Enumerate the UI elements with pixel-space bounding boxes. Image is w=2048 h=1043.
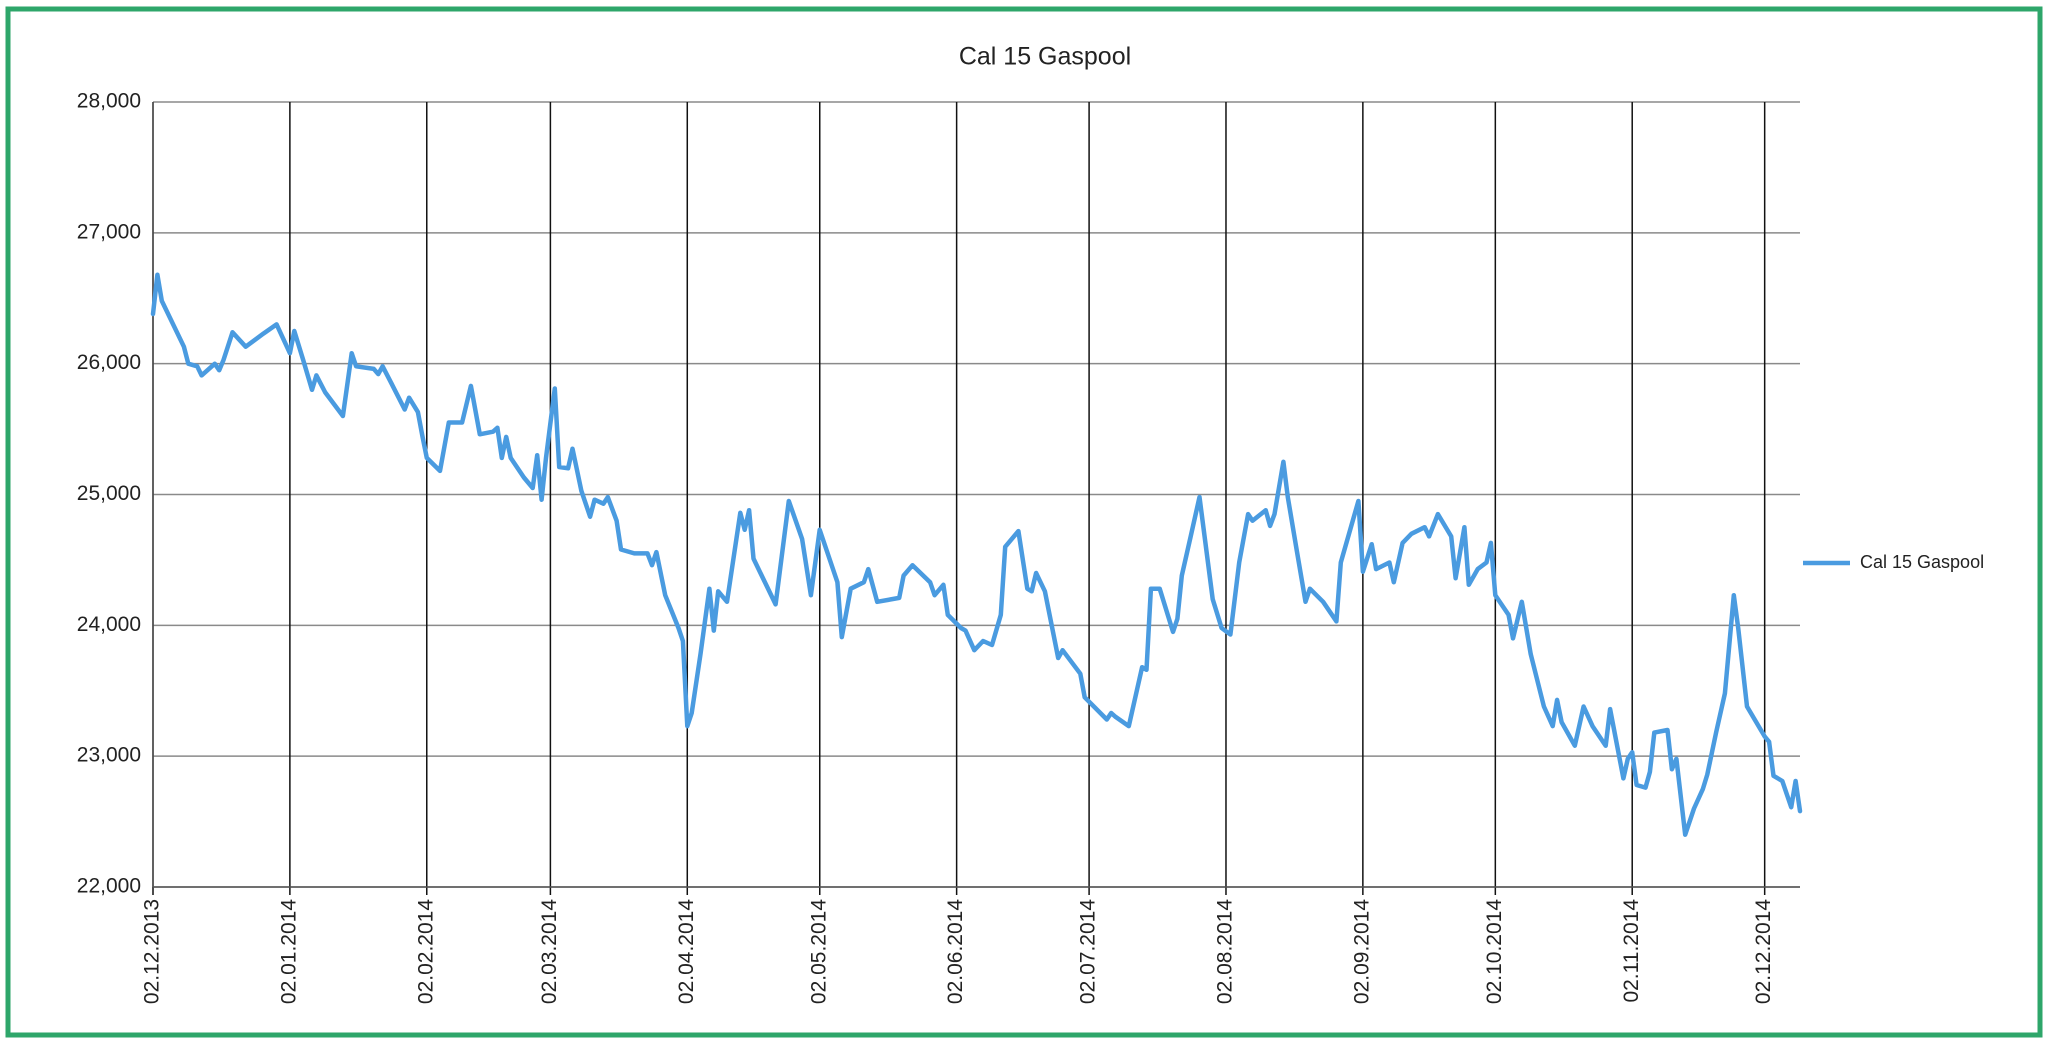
x-tick-label: 02.11.2014 — [1620, 899, 1643, 1003]
x-tick-label: 02.09.2014 — [1350, 899, 1373, 1004]
x-tick-label: 02.12.2014 — [1752, 899, 1775, 1004]
x-tick-label: 02.04.2014 — [675, 899, 698, 1004]
x-tick-label: 02.02.2014 — [414, 899, 437, 1004]
y-tick-label: 27,000 — [77, 220, 141, 243]
chart-border — [5, 6, 2043, 1038]
x-tick-label: 02.12.2013 — [141, 899, 164, 1004]
chart-title: Cal 15 Gaspool — [959, 43, 1131, 71]
x-tick-label: 02.07.2014 — [1077, 899, 1100, 1004]
y-tick-label: 28,000 — [77, 90, 141, 113]
x-tick-label: 02.05.2014 — [807, 899, 830, 1004]
y-tick-label: 23,000 — [77, 744, 141, 767]
y-tick-label: 26,000 — [77, 351, 141, 374]
x-tick-label: 02.10.2014 — [1483, 899, 1506, 1004]
x-tick-label: 02.06.2014 — [944, 899, 967, 1004]
y-tick-label: 24,000 — [77, 613, 141, 636]
data-line — [150, 272, 1803, 837]
legend-label: Cal 15 Gaspool — [1860, 552, 1984, 572]
x-tick-label: 02.03.2014 — [538, 899, 561, 1004]
y-tick-label: 22,000 — [77, 875, 141, 898]
x-tick-label: 02.01.2014 — [277, 899, 300, 1004]
y-tick-label: 25,000 — [77, 482, 141, 505]
x-tick-label: 02.08.2014 — [1214, 899, 1237, 1004]
